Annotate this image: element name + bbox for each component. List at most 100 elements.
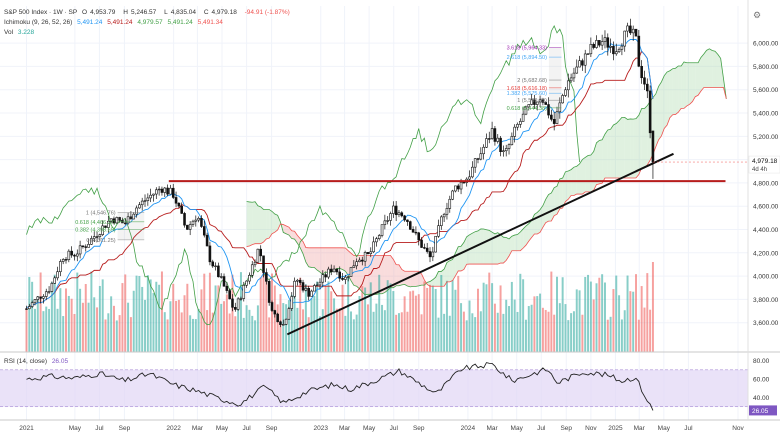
- cloud-segment: [249, 201, 253, 246]
- price-tick-label: 4,000.00: [753, 274, 779, 281]
- cloud-segment: [373, 255, 377, 295]
- cloud-segment: [568, 169, 572, 200]
- cloud-segment: [500, 234, 504, 264]
- volume-bar: [33, 308, 36, 352]
- volume-bar: [31, 281, 34, 352]
- cloud-segment: [390, 255, 394, 288]
- candle-body: [448, 198, 452, 209]
- ascending-trendline[interactable]: [286, 152, 674, 336]
- candle-body: [53, 277, 57, 284]
- candle-body: [123, 222, 127, 225]
- cloud-segment: [461, 242, 464, 271]
- candle-body: [437, 225, 440, 237]
- candle-body: [307, 287, 310, 297]
- volume-bar: [223, 301, 226, 352]
- candle-body: [112, 218, 116, 224]
- candle-body: [194, 219, 198, 222]
- cloud-segment: [359, 255, 363, 293]
- candle-body: [239, 298, 243, 300]
- candle-body: [538, 99, 542, 103]
- candle-body: [98, 234, 102, 237]
- symbol-title[interactable]: S&P 500 Index · 1W · SP: [4, 9, 78, 16]
- ichimoku-legend[interactable]: Ichimoku (9, 26, 52, 26) 5,491.24 5,491.…: [4, 18, 226, 27]
- volume-bar: [256, 305, 259, 352]
- ohlc-close: C 4,979.18: [203, 9, 237, 16]
- candle-body: [217, 265, 220, 278]
- candle-body: [533, 99, 536, 105]
- candle-body: [442, 213, 446, 218]
- candle-body: [468, 176, 471, 180]
- candle-body: [598, 40, 601, 46]
- volume-legend[interactable]: Vol 3.228: [4, 28, 37, 37]
- cloud-segment: [545, 194, 549, 223]
- volume-bar: [457, 275, 460, 352]
- candles: [25, 18, 655, 328]
- volume-bar: [553, 314, 556, 352]
- volume-bar: [547, 311, 550, 352]
- candle-body: [321, 274, 325, 283]
- volume-title[interactable]: Vol: [4, 29, 14, 36]
- candle-body: [126, 216, 130, 224]
- candle-body: [425, 247, 429, 252]
- volume-bar: [412, 290, 415, 352]
- candle-body: [219, 276, 223, 278]
- volume-bar: [570, 313, 573, 352]
- fib-extensions[interactable]: 1 (4,546.76) 0.618 (4,466.27) 0.382 (4,398…: [75, 45, 562, 244]
- ichimoku-title[interactable]: Ichimoku (9, 26, 52, 26): [4, 19, 73, 26]
- candle-body: [135, 207, 138, 215]
- candle-body: [383, 220, 387, 225]
- volume-bar: [347, 277, 350, 352]
- candle-body: [369, 251, 373, 254]
- cloud-segment: [525, 223, 529, 246]
- candle-body: [304, 287, 308, 291]
- price-tick-label: 4,400.00: [753, 227, 779, 234]
- volume-bar: [239, 272, 242, 352]
- candle-body: [569, 77, 573, 82]
- volume-bar: [468, 300, 471, 352]
- cloud-segment: [607, 129, 611, 178]
- cloud-segment: [683, 61, 687, 109]
- volume-bar: [76, 272, 79, 352]
- rsi-legend[interactable]: RSI (14, close) 26.05: [4, 357, 71, 366]
- cloud-segment: [514, 234, 518, 251]
- volume-bar: [321, 309, 324, 352]
- cloud-segment: [602, 134, 605, 184]
- ohlc-open: O 4,953.79: [82, 9, 116, 16]
- candle-body: [552, 119, 556, 124]
- candle-body: [403, 215, 406, 221]
- cloud-segment: [658, 81, 662, 140]
- price-tick-label: 3,600.00: [753, 320, 779, 327]
- ichimoku-tenkan: 5,491.24: [77, 19, 103, 26]
- volume-bar: [505, 299, 508, 352]
- settings-gear-icon[interactable]: ⚙: [752, 10, 762, 20]
- volume-bar: [208, 272, 211, 352]
- cloud-segment: [706, 48, 710, 88]
- volume-bar: [556, 276, 558, 352]
- cloud-segment: [633, 118, 637, 178]
- volume-bar: [361, 286, 364, 352]
- volume-bar: [620, 319, 623, 352]
- cloud-segment: [695, 62, 699, 97]
- rsi-title[interactable]: RSI (14, close): [4, 358, 47, 365]
- symbol-legend[interactable]: S&P 500 Index · 1W · SP O 4,953.79 H 5,246…: [4, 8, 293, 17]
- volume-bar: [403, 296, 406, 352]
- volume-bar: [62, 316, 65, 352]
- volume-bar: [84, 284, 87, 352]
- cloud-segment: [506, 237, 510, 261]
- volume-bar: [366, 304, 369, 352]
- cloud-segment: [497, 232, 501, 265]
- cloud-segment: [709, 48, 713, 88]
- candle-body: [377, 235, 381, 239]
- price-tick-label: 4,600.00: [753, 204, 779, 211]
- drawings[interactable]: [168, 152, 726, 336]
- volume-bar: [144, 299, 147, 352]
- candle-body: [293, 280, 296, 297]
- volume-bar: [220, 303, 223, 352]
- ohlc-change: -94.91 (-1.87%): [244, 9, 290, 16]
- cloud-segment: [548, 192, 552, 222]
- cloud-segment: [599, 139, 603, 184]
- candle-body: [84, 246, 88, 248]
- cloud-segment: [463, 236, 467, 270]
- volume-bar: [124, 274, 127, 352]
- volume-bar: [496, 312, 499, 352]
